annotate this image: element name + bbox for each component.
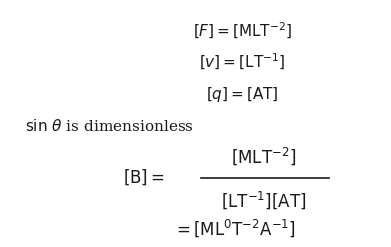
- Text: $[q] = [\mathrm{AT}]$: $[q] = [\mathrm{AT}]$: [206, 85, 278, 104]
- Text: $\sin\,\theta$ is dimensionless: $\sin\,\theta$ is dimensionless: [25, 118, 194, 134]
- Text: $= [\mathrm{ML}^{0}\mathrm{T}^{-2}\mathrm{A}^{-1}]$: $= [\mathrm{ML}^{0}\mathrm{T}^{-2}\mathr…: [173, 218, 296, 239]
- Text: $\left[\mathrm{MLT}^{-2}\right]$: $\left[\mathrm{MLT}^{-2}\right]$: [231, 146, 296, 167]
- Text: $[\mathrm{B}] =$: $[\mathrm{B}] =$: [123, 167, 165, 187]
- Text: $\left[\mathrm{LT}^{-1}\right]\left[\mathrm{AT}\right]$: $\left[\mathrm{LT}^{-1}\right]\left[\mat…: [221, 190, 306, 211]
- Text: $[v] = [\mathrm{LT}^{-1}]$: $[v] = [\mathrm{LT}^{-1}]$: [199, 52, 285, 73]
- Text: $[F] = [\mathrm{MLT}^{-2}]$: $[F] = [\mathrm{MLT}^{-2}]$: [192, 21, 292, 41]
